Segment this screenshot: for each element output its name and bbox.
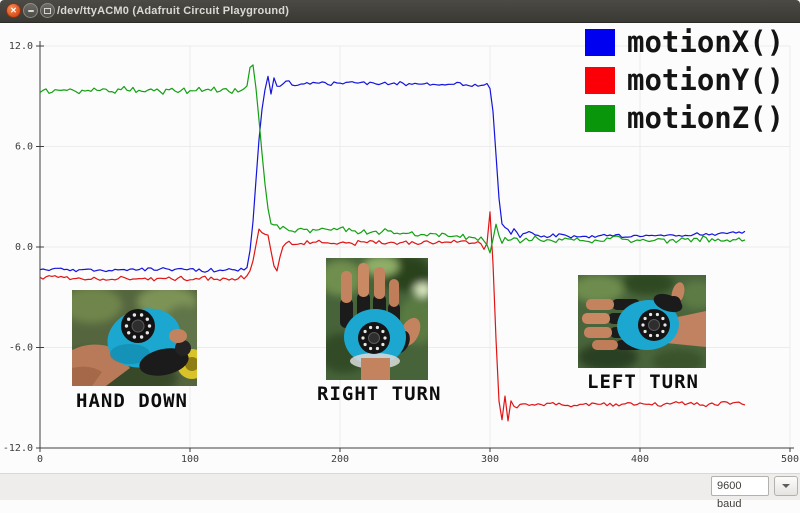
x-tick-label: 100 [181, 454, 199, 465]
legend-swatch-icon [585, 67, 615, 94]
y-tick-label: 6.0 [15, 142, 33, 153]
window-minimize-icon[interactable] [23, 3, 38, 18]
y-tick-label: 12.0 [9, 41, 33, 52]
x-tick-label: 500 [781, 454, 799, 465]
baud-rate-select[interactable]: 9600 baud [711, 476, 769, 510]
y-tick-label: -6.0 [9, 343, 33, 354]
window-title: /dev/ttyACM0 (Adafruit Circuit Playgroun… [57, 5, 290, 17]
x-tick-label: 300 [481, 454, 499, 465]
y-tick-label: 0.0 [15, 242, 33, 253]
baud-dropdown-arrow-icon[interactable] [774, 476, 798, 496]
legend-row: motionZ() [585, 101, 785, 135]
legend-swatch-icon [585, 105, 615, 132]
window-titlebar[interactable]: /dev/ttyACM0 (Adafruit Circuit Playgroun… [0, 0, 800, 23]
photo-hand-down [72, 290, 197, 386]
y-tick-label: -12.0 [3, 443, 33, 454]
x-tick-label: 200 [331, 454, 349, 465]
legend-row: motionY() [585, 63, 785, 97]
status-bar: 9600 baud [0, 473, 800, 510]
legend-label: motionY() [627, 63, 785, 97]
x-tick-label: 400 [631, 454, 649, 465]
legend-swatch-icon [585, 29, 615, 56]
chart-legend: motionX() motionY() motionZ() [585, 25, 785, 143]
annotation-left-turn: LEFT TURN [587, 371, 699, 393]
x-tick-label: 0 [37, 454, 43, 465]
annotation-hand-down: HAND DOWN [76, 390, 188, 412]
legend-label: motionZ() [627, 101, 785, 135]
legend-label: motionX() [627, 25, 785, 59]
window-maximize-icon[interactable] [40, 3, 55, 18]
photo-left-turn [578, 275, 706, 368]
annotation-right-turn: RIGHT TURN [317, 383, 442, 405]
photo-right-turn [326, 258, 428, 380]
legend-row: motionX() [585, 25, 785, 59]
window-close-icon[interactable] [6, 3, 21, 18]
